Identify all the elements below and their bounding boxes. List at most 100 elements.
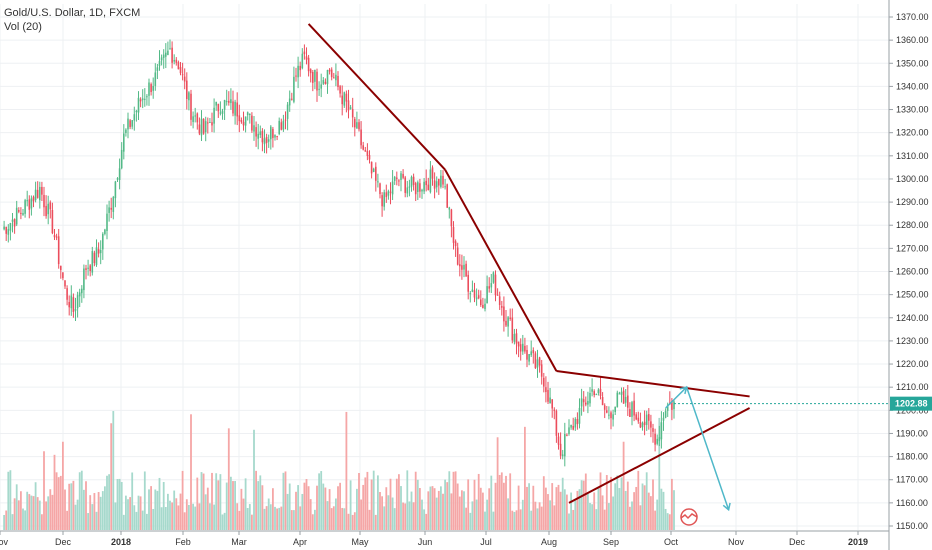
volume-bar [576, 490, 579, 530]
candle-body [194, 115, 196, 117]
price-tick-label: 1150.00 [896, 521, 928, 531]
candle-body [404, 177, 406, 193]
candle-body [11, 219, 14, 222]
volume-bar [108, 474, 110, 530]
volume-bar [395, 478, 398, 530]
candle-body [540, 364, 543, 377]
volume-bar [593, 492, 596, 530]
candle-body [578, 407, 581, 424]
candle-body [255, 127, 257, 137]
volume-bar [146, 513, 148, 530]
candle-body [492, 272, 495, 283]
candle-body [284, 119, 287, 121]
candle-body [272, 128, 274, 138]
volume-bar [557, 484, 560, 530]
volume-bar [263, 508, 266, 530]
candle-body [456, 247, 459, 265]
time-tick-label: May [351, 537, 369, 547]
candle-body [354, 118, 356, 128]
candle-body [389, 191, 392, 193]
candle-body [454, 241, 457, 247]
candle-body [30, 198, 33, 209]
volume-bar [503, 482, 505, 530]
candle-body [76, 295, 79, 309]
volume-bar [479, 487, 482, 530]
volume-bar [515, 510, 518, 530]
volume-bar [188, 504, 190, 530]
candle-body [312, 72, 314, 83]
candle-body [503, 306, 505, 322]
candle-body [486, 286, 488, 304]
candle-body [396, 177, 398, 179]
candle-body [165, 52, 167, 57]
volume-bar [353, 512, 356, 530]
candle-body [9, 222, 12, 231]
time-tick-label: Nov [728, 537, 745, 547]
candle-body [662, 417, 665, 421]
candle-body [570, 424, 572, 428]
candle-body [652, 428, 654, 432]
candle-body [633, 400, 635, 416]
volume-bar [423, 509, 425, 530]
volume-bar [414, 471, 417, 530]
price-tick-label: 1170.00 [896, 475, 928, 485]
candle-body [433, 180, 436, 189]
volume-bar [410, 491, 413, 530]
volume-bar [30, 495, 33, 530]
candle-body [597, 389, 600, 393]
candle-body [564, 433, 566, 457]
candle-body [412, 176, 415, 185]
chart-grid [0, 0, 890, 550]
time-axis[interactable]: Nov Dec 2018 Feb Mar Apr May Jun Jul Aug Sep Oct Nov… [0, 531, 868, 547]
candle-body [368, 155, 371, 160]
candle-body [549, 397, 551, 404]
volume-bar [440, 486, 442, 530]
volume-bar [580, 480, 583, 530]
volume-bar [326, 501, 329, 530]
candle-body [110, 207, 112, 210]
candle-body [337, 75, 339, 87]
candle-body [236, 102, 238, 117]
volume-bar [433, 488, 436, 530]
volume-bar [419, 488, 421, 530]
candle-body [438, 178, 440, 186]
volume-bar [3, 514, 5, 530]
volume-bar [307, 486, 310, 530]
volume-bar [169, 500, 171, 530]
symbol-title[interactable]: Gold/U.S. Dollar, 1D, FXCM [4, 7, 141, 19]
candle-body [118, 168, 121, 180]
candle-body [381, 195, 383, 207]
volume-bar [160, 507, 163, 530]
price-tick-label: 1350.00 [896, 58, 929, 68]
candle-body [387, 191, 390, 196]
candle-body [133, 114, 136, 121]
volume-bar [673, 490, 675, 530]
volume-bar [135, 511, 138, 530]
price-axis[interactable]: 1150.001160.001170.001180.001190.001200.… [889, 12, 929, 531]
volume-bar [599, 472, 602, 530]
volume-bar [295, 491, 297, 530]
volume-bar [156, 490, 159, 530]
candle-body [593, 391, 595, 396]
volume-bar [320, 471, 323, 530]
price-tick-label: 1180.00 [896, 452, 928, 462]
volume-bar [272, 488, 274, 530]
volume-bar [391, 497, 394, 530]
candle-body [341, 95, 343, 105]
volume-bar [452, 471, 455, 530]
volume-bar [89, 495, 92, 530]
volume-bar [351, 514, 354, 530]
candle-body [120, 149, 123, 169]
candle-body [423, 181, 425, 192]
candle-body [349, 107, 352, 109]
candle-body [475, 297, 478, 300]
volume-bar [318, 473, 320, 530]
volume-indicator-label[interactable]: Vol (20) [4, 21, 42, 33]
candle-body [135, 110, 138, 113]
candle-body [288, 98, 291, 106]
volume-bar [230, 476, 232, 530]
volume-bar [293, 510, 295, 530]
volume-bar [267, 498, 270, 530]
candle-body [406, 187, 409, 194]
